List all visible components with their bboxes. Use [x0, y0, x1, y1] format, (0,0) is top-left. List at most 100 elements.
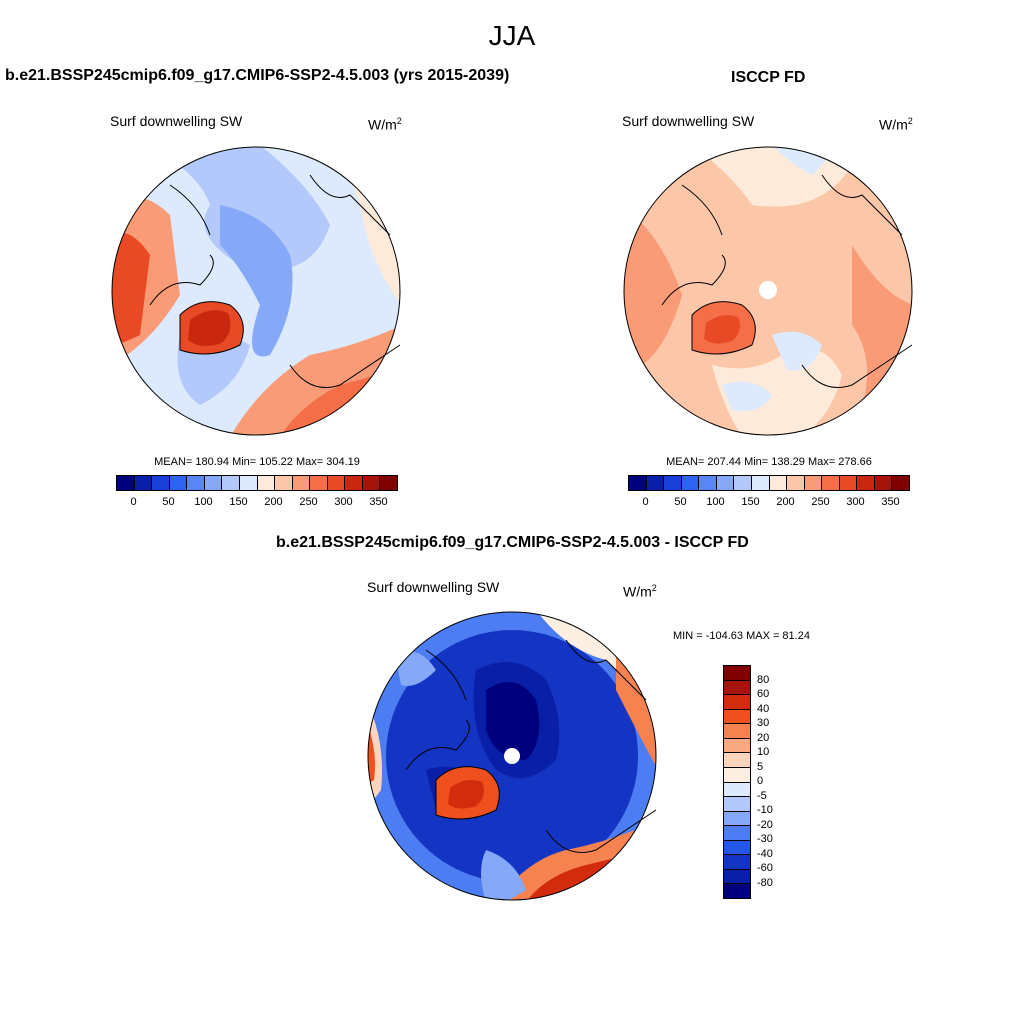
left-model-polar-map [111, 146, 401, 436]
colorbar-swatch [152, 476, 170, 490]
colorbar-tick-label: -30 [757, 833, 773, 845]
colorbar-tick-label: -40 [757, 847, 773, 860]
colorbar-tick-label: 20 [757, 731, 770, 744]
colorbar-swatch [257, 476, 276, 490]
colorbar-swatch [822, 476, 840, 490]
colorbar-swatch [787, 476, 805, 490]
colorbar-swatch [724, 666, 750, 681]
colorbar-swatch [716, 476, 735, 490]
colorbar-swatch [724, 826, 750, 841]
left-colorbar-ticks: 0 50 100 150 200 250 300 350 [116, 496, 398, 510]
colorbar-swatch [310, 476, 328, 490]
colorbar-tick-label: 50 [674, 496, 687, 508]
colorbar-swatch [380, 476, 397, 490]
colorbar-swatch [275, 476, 293, 490]
obs-header: ISCCP FD [731, 69, 806, 86]
colorbar-swatch [681, 476, 700, 490]
colorbar-tick-label: 150 [741, 496, 760, 508]
colorbar-tick-label: 0 [130, 496, 137, 508]
difference-polar-map [367, 611, 657, 901]
right-obs-polar-map [623, 146, 913, 436]
colorbar-swatch [724, 724, 750, 739]
colorbar-swatch [239, 476, 258, 490]
colorbar-swatch [724, 884, 750, 898]
left-colorbar [116, 475, 398, 491]
colorbar-swatch [724, 753, 750, 768]
colorbar-swatch [724, 782, 750, 798]
colorbar-swatch [724, 767, 750, 783]
colorbar-swatch [222, 476, 240, 490]
colorbar-swatch [769, 476, 788, 490]
colorbar-swatch [664, 476, 682, 490]
diff-units-label: W/m2 [623, 583, 657, 600]
colorbar-tick-label: 10 [757, 746, 770, 758]
right-stats: MEAN= 207.44 Min= 138.29 Max= 278.66 [666, 456, 872, 468]
colorbar-tick-label: -5 [757, 789, 767, 802]
model-header: b.e21.BSSP245cmip6.f09_g17.CMIP6-SSP2-4.… [5, 67, 510, 84]
colorbar-tick-label: 0 [757, 775, 764, 787]
colorbar-tick-label: -80 [757, 876, 773, 889]
colorbar-tick-label: 350 [369, 496, 388, 508]
diff-header: b.e21.BSSP245cmip6.f09_g17.CMIP6-SSP2-4.… [276, 534, 749, 551]
colorbar-swatch [724, 869, 750, 885]
colorbar-tick-label: 100 [194, 496, 213, 508]
colorbar-tick-label: -20 [757, 818, 773, 831]
colorbar-swatch [874, 476, 893, 490]
left-units-label: W/m2 [368, 116, 402, 133]
colorbar-tick-label: 80 [757, 673, 770, 686]
colorbar-swatch [187, 476, 205, 490]
colorbar-swatch [892, 476, 909, 490]
colorbar-swatch [724, 738, 750, 754]
colorbar-swatch [839, 476, 858, 490]
colorbar-tick-label: -10 [757, 804, 773, 816]
colorbar-tick-label: 5 [757, 760, 764, 773]
diff-colorbar [723, 665, 751, 899]
colorbar-tick-label: 60 [757, 688, 770, 700]
colorbar-tick-label: 40 [757, 702, 770, 715]
colorbar-swatch [117, 476, 135, 490]
right-colorbar-ticks: 0 50 100 150 200 250 300 350 [628, 496, 910, 510]
colorbar-swatch [629, 476, 647, 490]
colorbar-tick-label: 50 [162, 496, 175, 508]
colorbar-tick-label: 350 [881, 496, 900, 508]
colorbar-swatch [362, 476, 381, 490]
colorbar-swatch [724, 811, 750, 827]
colorbar-swatch [699, 476, 717, 490]
colorbar-tick-label: 30 [757, 717, 770, 729]
diff-colorbar-ticks: 80 60 40 30 20 10 5 0 -5 -10 -20 -30 -40 -60 -80 [757, 665, 797, 899]
colorbar-tick-label: 100 [706, 496, 725, 508]
diff-variable-label: Surf downwelling SW [367, 579, 500, 595]
right-variable-label: Surf downwelling SW [622, 113, 755, 129]
colorbar-tick-label: -60 [757, 862, 773, 874]
colorbar-swatch [724, 680, 750, 696]
colorbar-tick-label: 250 [299, 496, 318, 508]
colorbar-swatch [292, 476, 311, 490]
colorbar-swatch [134, 476, 153, 490]
left-stats: MEAN= 180.94 Min= 105.22 Max= 304.19 [154, 456, 360, 468]
colorbar-swatch [204, 476, 223, 490]
colorbar-tick-label: 0 [642, 496, 649, 508]
colorbar-swatch [345, 476, 363, 490]
colorbar-swatch [646, 476, 665, 490]
colorbar-tick-label: 200 [264, 496, 283, 508]
colorbar-swatch [724, 840, 750, 856]
colorbar-swatch [724, 855, 750, 870]
colorbar-tick-label: 150 [229, 496, 248, 508]
colorbar-swatch [804, 476, 823, 490]
colorbar-tick-label: 200 [776, 496, 795, 508]
colorbar-swatch [734, 476, 752, 490]
colorbar-swatch [724, 797, 750, 812]
colorbar-swatch [857, 476, 875, 490]
colorbar-swatch [724, 709, 750, 725]
season-title: JJA [488, 20, 536, 51]
right-units-label: W/m2 [879, 116, 913, 133]
left-variable-label: Surf downwelling SW [110, 113, 243, 129]
colorbar-swatch [724, 695, 750, 710]
colorbar-swatch [751, 476, 770, 490]
colorbar-tick-label: 250 [811, 496, 830, 508]
right-colorbar [628, 475, 910, 491]
colorbar-swatch [327, 476, 346, 490]
colorbar-tick-label: 300 [334, 496, 353, 508]
colorbar-swatch [169, 476, 188, 490]
colorbar-tick-label: 300 [846, 496, 865, 508]
